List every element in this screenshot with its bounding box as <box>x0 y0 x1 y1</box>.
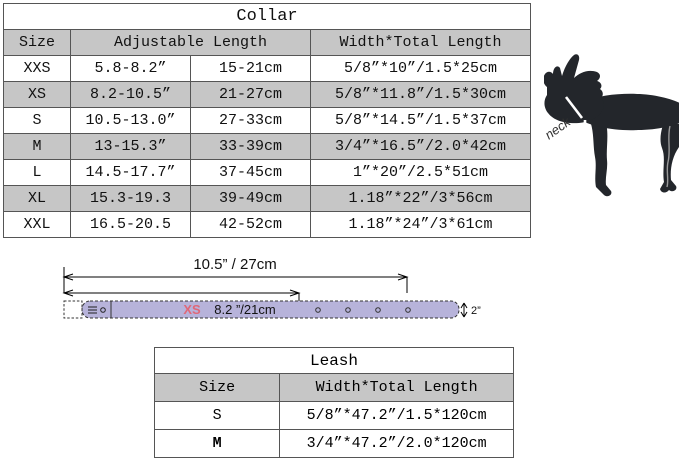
svg-text:XS: XS <box>183 302 201 317</box>
svg-text:2”: 2” <box>471 305 481 317</box>
svg-text:10.5” / 27cm: 10.5” / 27cm <box>193 256 276 273</box>
svg-text:8.2 ”/21cm: 8.2 ”/21cm <box>214 302 275 317</box>
